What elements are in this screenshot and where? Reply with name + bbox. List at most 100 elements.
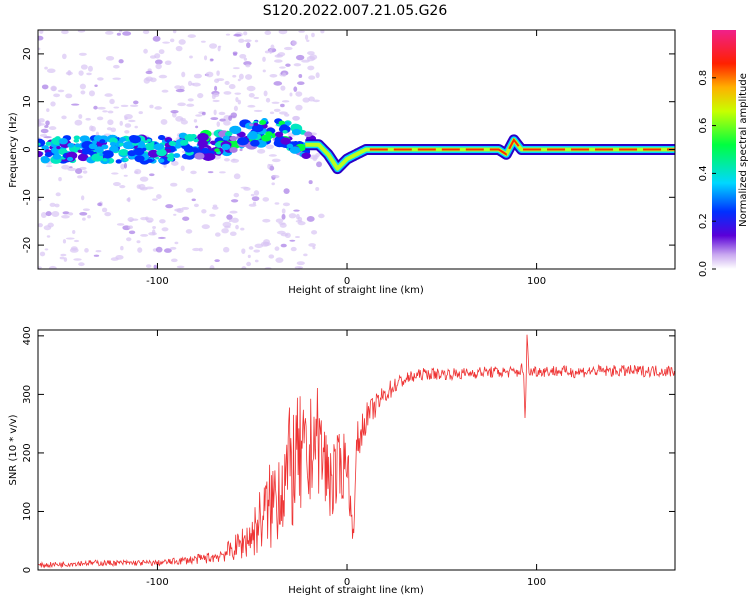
spectrogram-speckle — [191, 198, 196, 202]
spectrogram-speckle — [190, 82, 195, 86]
spectrogram-speckle — [86, 72, 92, 76]
spectrogram-speckle — [119, 120, 123, 126]
spectrogram-blob — [197, 139, 208, 148]
spectrogram-blob — [205, 153, 216, 161]
spectrogram-speckle — [129, 104, 139, 108]
spectrogram-blob — [229, 146, 238, 153]
spectrogram-speckle — [73, 239, 80, 243]
spectrogram-speckle — [174, 208, 182, 212]
spectrogram-speckle — [229, 210, 238, 214]
y-tick-label: 10 — [22, 95, 33, 108]
spectrogram-blob — [259, 120, 267, 126]
spectrogram-speckle — [274, 246, 280, 251]
spectrogram-blob — [38, 138, 46, 147]
spectrogram-speckle — [82, 170, 88, 174]
spectrogram-speckle — [175, 45, 183, 52]
spectrogram-blob — [291, 128, 301, 136]
spectrogram-speckle — [95, 249, 102, 253]
spectrogram-speckle — [175, 88, 185, 93]
spectrogram-speckle — [248, 246, 254, 250]
spectrogram-speckle — [126, 237, 132, 242]
spectrogram-speckle — [318, 213, 325, 219]
spectrogram-speckle — [185, 229, 193, 234]
spectrogram-speckle — [102, 110, 108, 113]
snr-y-label: SNR (10 * v/v) — [8, 414, 19, 485]
spectrogram-blob — [146, 138, 152, 142]
spectrogram-speckle — [218, 111, 226, 116]
spectrogram-blob — [157, 135, 166, 141]
spectrogram-speckle — [38, 198, 42, 202]
spectrogram-speckle — [62, 53, 67, 60]
y-tick: -20 — [22, 237, 675, 253]
spectrogram-speckle — [308, 75, 316, 80]
spectrogram-speckle — [240, 227, 245, 231]
spectrogram-speckle — [71, 103, 80, 106]
spectrogram-x-label: Height of straight line (km) — [288, 285, 424, 296]
colorbar-tick-label: 0.4 — [698, 165, 709, 181]
spectrogram-speckle — [154, 53, 161, 59]
spectrogram-speckle — [200, 40, 206, 43]
spectrogram-speckle — [187, 34, 196, 38]
spectrogram-speckle — [212, 99, 220, 103]
spectrogram-speckle — [224, 225, 231, 229]
spectrogram-speckle — [281, 213, 286, 220]
spectrogram-speckle — [237, 78, 241, 82]
spectrogram-speckle — [134, 168, 142, 175]
colorbar-gradient — [712, 30, 736, 269]
spectrogram-blob — [191, 147, 199, 153]
spectrogram-speckle — [235, 224, 239, 230]
spectrogram-speckle — [169, 246, 177, 250]
spectrogram-speckle — [233, 105, 238, 112]
spectrogram-blob — [109, 141, 117, 147]
spectrogram-speckle — [181, 206, 190, 210]
spectrogram-blob — [118, 142, 124, 147]
y-tick-label: -10 — [22, 189, 33, 205]
spectrogram-speckle — [124, 116, 128, 121]
spectrogram-blob — [280, 137, 291, 145]
spectrogram-speckle — [162, 41, 171, 44]
spectrogram-blob — [73, 138, 80, 143]
spectrogram-speckle — [120, 104, 129, 108]
spectrogram-speckle — [283, 188, 290, 195]
spectrogram-blob — [168, 140, 177, 147]
spectrogram-speckle — [149, 104, 154, 109]
spectrogram-speckle — [281, 208, 286, 214]
spectrogram-speckle — [109, 98, 115, 105]
y-tick-label: 0 — [22, 567, 33, 573]
spectrogram-speckle — [124, 130, 130, 134]
spectrogram-speckle — [62, 211, 70, 215]
spectrogram-blob — [173, 153, 181, 158]
spectrogram-blob — [99, 153, 104, 157]
spectrogram-speckle — [123, 162, 128, 169]
spectrogram-heatmap — [38, 30, 675, 269]
spectrogram-speckle — [315, 72, 320, 79]
spectrogram-speckle — [294, 266, 304, 269]
x-tick-label: 0 — [344, 276, 350, 287]
spectrogram-speckle — [159, 219, 166, 224]
spectrogram-blob — [229, 135, 238, 142]
spectrogram-speckle — [237, 99, 241, 105]
spectrogram-blob — [222, 135, 230, 141]
spectrogram-blob — [99, 139, 106, 144]
spectrogram-speckle — [46, 108, 50, 113]
spectrogram-speckle — [145, 76, 154, 82]
spectrogram-speckle — [201, 111, 206, 116]
spectrogram-speckle — [142, 30, 150, 35]
spectrogram-speckle — [180, 118, 186, 121]
spectrogram-speckle — [112, 182, 121, 187]
spectrogram-speckle — [233, 192, 240, 198]
spectrogram-speckle — [156, 194, 162, 199]
spectrogram-speckle — [280, 243, 287, 248]
spectrogram-speckle — [97, 77, 104, 81]
spectrogram-speckle — [282, 202, 291, 207]
spectrogram-speckle — [271, 182, 275, 186]
spectrogram-speckle — [209, 43, 218, 49]
spectrogram-speckle — [262, 218, 271, 223]
spectrogram-speckle — [214, 85, 218, 92]
spectrogram-speckle — [169, 38, 175, 43]
spectrogram-speckle — [253, 190, 260, 196]
colorbar-tick: 0.4 — [698, 165, 716, 181]
spectrogram-speckle — [78, 262, 85, 267]
spectrogram-speckle — [264, 50, 270, 54]
spectrogram-y-label: Frequency (Hz) — [8, 112, 19, 188]
